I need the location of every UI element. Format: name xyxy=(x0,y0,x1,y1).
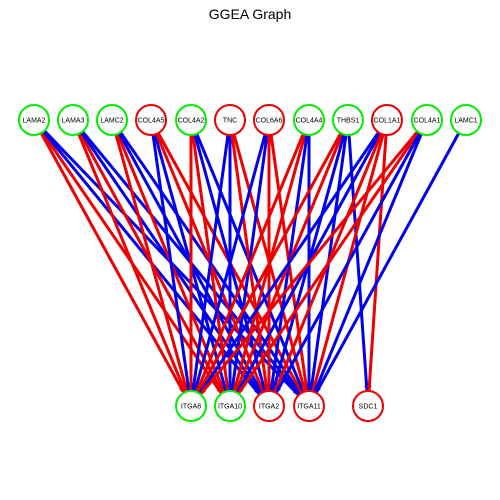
node-label: ITGA11 xyxy=(297,404,321,411)
node-layer: LAMA2 LAMA3 LAMC2 COL4A5 COL4A2 TNC COL6A6 COL4… xyxy=(18,104,482,422)
node-lamc2: LAMC2 xyxy=(96,104,128,136)
node-label: LAMC1 xyxy=(454,118,477,125)
node-label: COL1A1 xyxy=(374,118,401,125)
node-circle xyxy=(293,390,325,422)
edge-col1a1-sdc1 xyxy=(366,134,388,391)
node-thbs1: THBS1 xyxy=(332,104,364,136)
node-sdc1: SDC1 xyxy=(352,390,384,422)
node-circle xyxy=(293,104,325,136)
node-circle xyxy=(332,104,364,136)
edge-lamc1-itga11 xyxy=(315,132,461,393)
node-label: COL4A5 xyxy=(138,118,165,125)
node-label: ITGA10 xyxy=(218,404,242,411)
node-circle xyxy=(96,104,128,136)
edge-col4a4-itga8 xyxy=(195,133,305,392)
edge-col4a1-itga8 xyxy=(200,130,419,395)
node-col4a4: COL4A4 xyxy=(293,104,325,136)
node-label: LAMA2 xyxy=(23,118,46,125)
edge-lamc2-itga8 xyxy=(114,134,189,392)
edge-lama3-itga8 xyxy=(77,133,187,392)
node-circle xyxy=(371,104,403,136)
node-circle xyxy=(253,104,285,136)
edge-col4a1-itga10 xyxy=(237,131,420,394)
edge-thbs1-sdc1 xyxy=(347,134,370,391)
node-itga11: ITGA11 xyxy=(293,390,325,422)
node-circle xyxy=(352,390,384,422)
graph-title: GGEA Graph xyxy=(208,6,292,22)
node-lama2: LAMA2 xyxy=(18,104,50,136)
edge-thbs1-itga8 xyxy=(197,132,343,393)
node-col4a2: COL4A2 xyxy=(175,104,207,136)
node-circle xyxy=(214,390,246,422)
edge-tnc-itga8 xyxy=(191,134,230,391)
node-tnc: TNC xyxy=(214,104,246,136)
edge-col1a1-itga8 xyxy=(198,131,380,394)
node-circle xyxy=(175,390,207,422)
node-col4a5: COL4A5 xyxy=(135,104,167,136)
node-label: ITGA8 xyxy=(181,404,201,411)
node-circle xyxy=(450,104,482,136)
node-lama3: LAMA3 xyxy=(57,104,89,136)
node-circle xyxy=(18,104,50,136)
node-label: COL4A4 xyxy=(296,118,323,125)
node-itga8: ITGA8 xyxy=(175,390,207,422)
edge-col4a5-itga8 xyxy=(151,134,191,391)
node-label: SDC1 xyxy=(359,404,378,411)
node-label: ITGA2 xyxy=(259,404,279,411)
edge-col4a1-itga2 xyxy=(275,132,422,393)
node-itga10: ITGA10 xyxy=(214,390,246,422)
node-circle xyxy=(253,390,285,422)
node-circle xyxy=(214,104,246,136)
node-col4a1: COL4A1 xyxy=(411,104,443,136)
node-label: LAMC2 xyxy=(100,118,123,125)
node-itga2: ITGA2 xyxy=(253,390,285,422)
edge-col4a1-itga11 xyxy=(313,133,423,392)
node-label: COL4A1 xyxy=(414,118,441,125)
node-col1a1: COL1A1 xyxy=(371,104,403,136)
edge-layer xyxy=(39,129,461,396)
node-circle xyxy=(135,104,167,136)
node-circle xyxy=(57,104,89,136)
node-col6a6: COL6A6 xyxy=(253,104,285,136)
node-lamc1: LAMC1 xyxy=(450,104,482,136)
node-circle xyxy=(411,104,443,136)
node-label: LAMA3 xyxy=(62,118,85,125)
node-label: COL6A6 xyxy=(256,118,283,125)
node-circle xyxy=(175,104,207,136)
node-label: COL4A2 xyxy=(178,118,205,125)
edge-col6a6-itga8 xyxy=(193,134,267,392)
node-label: THBS1 xyxy=(337,118,360,125)
node-label: TNC xyxy=(223,118,237,125)
edge-lama2-itga8 xyxy=(39,132,185,393)
